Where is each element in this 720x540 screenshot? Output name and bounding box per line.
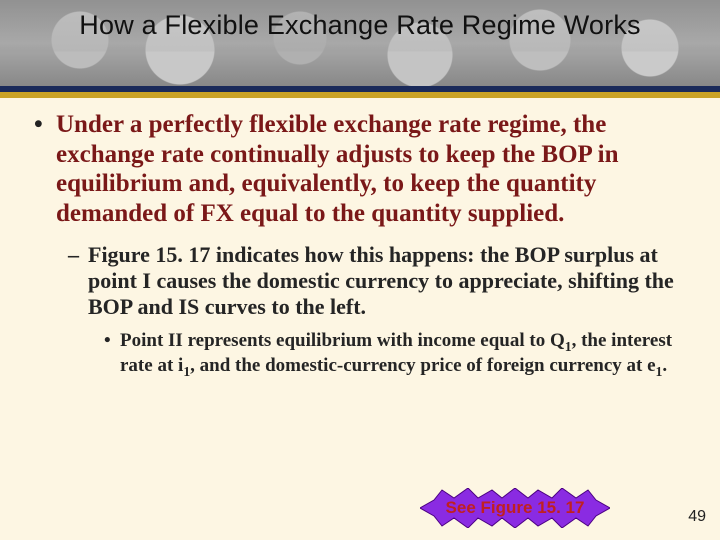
bullet3-text-part1: Point II represents equilibrium with inc… bbox=[120, 330, 565, 351]
see-figure-label: See Figure 15. 17 bbox=[446, 498, 585, 518]
bullet-level-2: Figure 15. 17 indicates how this happens… bbox=[34, 242, 692, 320]
see-figure-callout: See Figure 15. 17 bbox=[420, 488, 610, 528]
subscript-1a: 1 bbox=[565, 339, 572, 354]
bullet3-text-part3: , and the domestic-currency price of for… bbox=[190, 355, 655, 376]
slide-header: How a Flexible Exchange Rate Regime Work… bbox=[0, 0, 720, 92]
bullet-level-1: Under a perfectly flexible exchange rate… bbox=[34, 110, 692, 228]
bullet3-text-part4: . bbox=[662, 355, 667, 376]
slide-body: Under a perfectly flexible exchange rate… bbox=[34, 110, 692, 380]
bullet-level-3: Point II represents equilibrium with inc… bbox=[34, 330, 692, 380]
slide-title: How a Flexible Exchange Rate Regime Work… bbox=[0, 10, 720, 41]
page-number: 49 bbox=[688, 508, 706, 526]
